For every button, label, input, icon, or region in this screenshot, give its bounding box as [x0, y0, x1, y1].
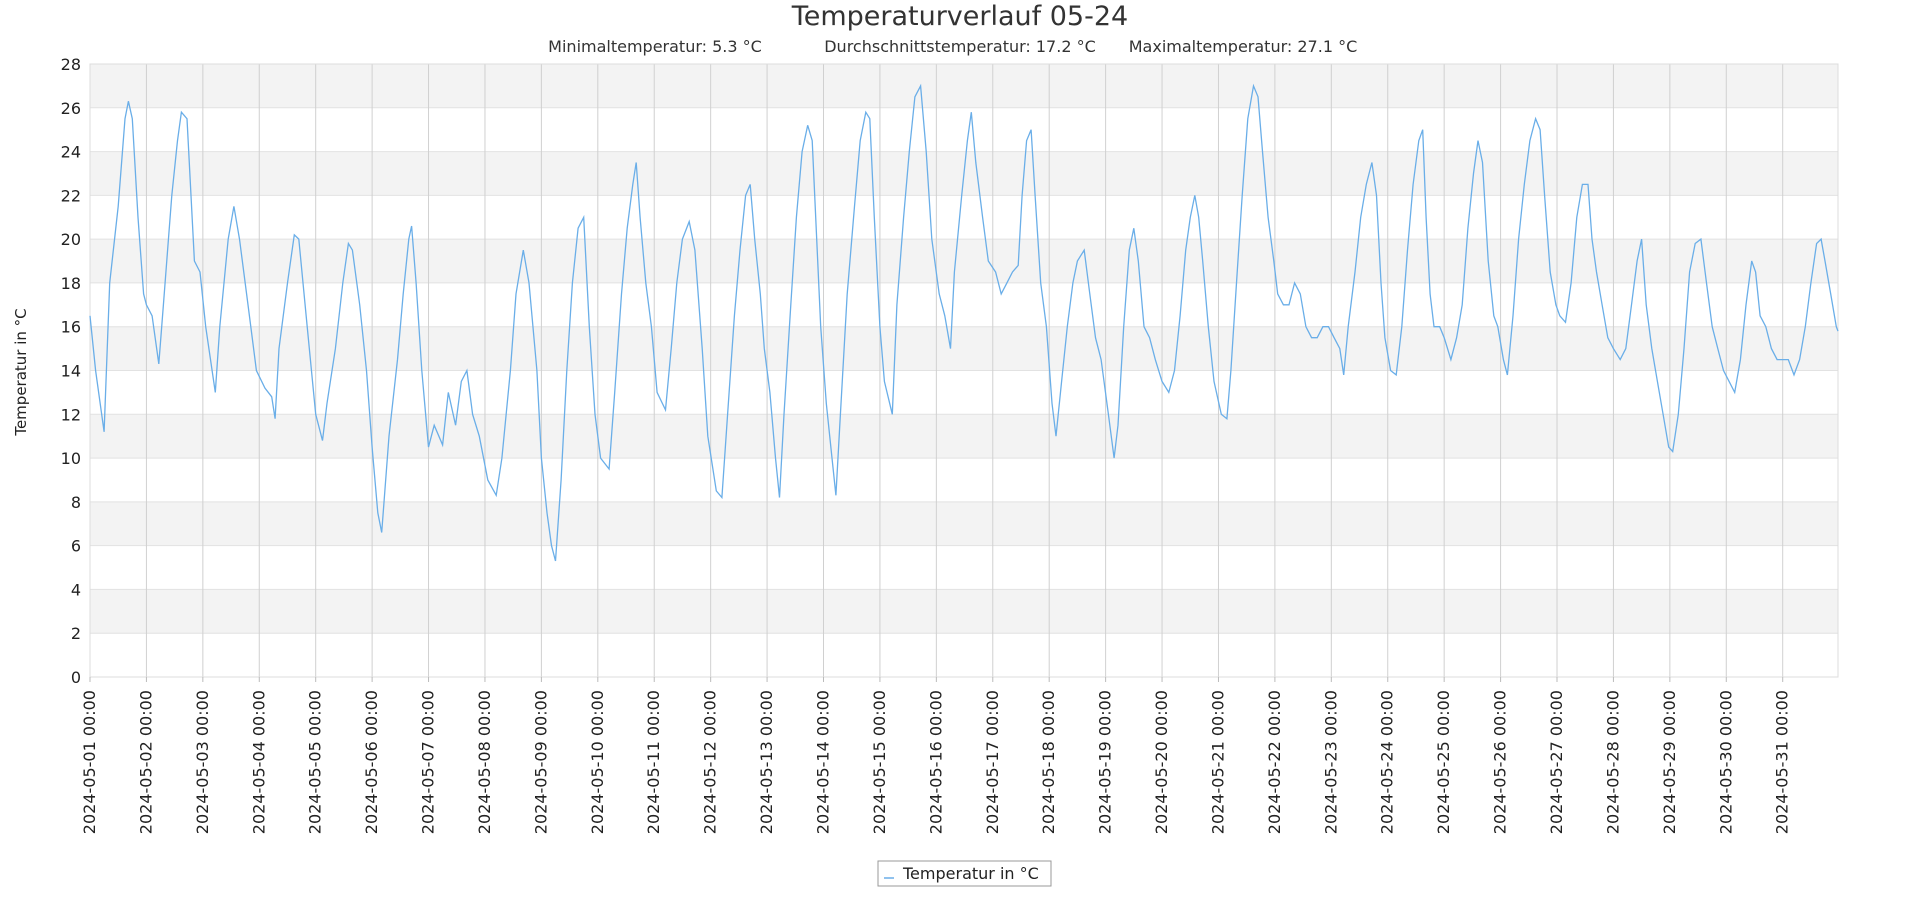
x-tick-label: 2024-05-05 00:00 — [306, 690, 325, 834]
x-tick-label: 2024-05-26 00:00 — [1491, 690, 1510, 834]
plot-band — [90, 64, 1838, 108]
x-tick-label: 2024-05-01 00:00 — [80, 690, 99, 834]
y-tick-label: 12 — [61, 405, 81, 424]
x-tick-label: 2024-05-07 00:00 — [419, 690, 438, 834]
x-tick-label: 2024-05-29 00:00 — [1660, 690, 1679, 834]
legend[interactable]: Temperatur in °C — [877, 860, 1052, 887]
x-tick-label: 2024-05-23 00:00 — [1321, 690, 1340, 834]
x-tick-label: 2024-05-21 00:00 — [1208, 690, 1227, 834]
chart-title: Temperaturverlauf 05-24 — [791, 1, 1128, 32]
x-tick-label: 2024-05-27 00:00 — [1547, 690, 1566, 834]
series-line-temperature — [89, 83, 1839, 562]
plot-band — [90, 589, 1838, 634]
y-tick-label: 20 — [61, 230, 81, 249]
y-tick-label: 0 — [71, 668, 81, 687]
plot-band — [90, 414, 1838, 459]
legend-box — [877, 860, 1052, 887]
x-tick-label: 2024-05-28 00:00 — [1603, 690, 1622, 834]
x-axis-ticks: 2024-05-01 00:00 2024-05-02 00:00 2024-05-… — [80, 677, 1792, 834]
x-tick-label: 2024-05-08 00:00 — [475, 690, 494, 834]
x-tick-label: 2024-05-06 00:00 — [362, 690, 381, 834]
x-tick-label: 2024-05-10 00:00 — [588, 690, 607, 834]
x-tick-label: 2024-05-04 00:00 — [249, 690, 268, 834]
y-tick-label: 8 — [71, 493, 81, 512]
y-tick-label: 6 — [71, 537, 81, 556]
y-tick-label: 24 — [61, 143, 81, 162]
y-tick-label: 4 — [71, 580, 81, 599]
y-tick-label: 16 — [61, 318, 81, 337]
y-tick-label: 22 — [61, 186, 81, 205]
x-tick-label: 2024-05-17 00:00 — [983, 690, 1002, 834]
x-tick-label: 2024-05-14 00:00 — [814, 690, 833, 834]
x-tick-label: 2024-05-09 00:00 — [531, 690, 550, 834]
chart-subtitle-max: Maximaltemperatur: 27.1 °C — [1129, 37, 1358, 56]
x-tick-label: 2024-05-25 00:00 — [1434, 690, 1453, 834]
x-tick-label: 2024-05-02 00:00 — [136, 690, 155, 834]
y-tick-label: 26 — [61, 99, 81, 118]
x-tick-label: 2024-05-24 00:00 — [1378, 690, 1397, 834]
y-tick-label: 28 — [61, 55, 81, 74]
chart-subtitle-avg: Durchschnittstemperatur: 17.2 °C — [824, 37, 1096, 56]
x-tick-label: 2024-05-19 00:00 — [1096, 690, 1115, 834]
x-tick-label: 2024-05-15 00:00 — [870, 690, 889, 834]
y-tick-label: 2 — [71, 624, 81, 643]
y-axis-label: Temperatur in °C — [12, 308, 30, 436]
x-tick-label: 2024-05-13 00:00 — [757, 690, 776, 834]
plot-band — [90, 326, 1838, 371]
x-tick-label: 2024-05-16 00:00 — [926, 690, 945, 834]
plot-band — [90, 239, 1838, 283]
x-tick-label: 2024-05-30 00:00 — [1716, 690, 1735, 834]
y-tick-label: 14 — [61, 362, 81, 381]
x-tick-label: 2024-05-20 00:00 — [1152, 690, 1171, 834]
x-tick-label: 2024-05-03 00:00 — [193, 690, 212, 834]
x-tick-label: 2024-05-11 00:00 — [644, 690, 663, 834]
plot-frame — [89, 63, 1839, 678]
plot-band — [90, 501, 1838, 546]
x-tick-label: 2024-05-12 00:00 — [701, 690, 720, 834]
plot-bands — [90, 64, 1838, 634]
x-tick-label: 2024-05-31 00:00 — [1773, 690, 1792, 834]
chart-subtitle-min: Minimaltemperatur: 5.3 °C — [548, 37, 762, 56]
y-tick-label: 10 — [61, 449, 81, 468]
y-tick-label: 18 — [61, 274, 81, 293]
x-tick-label: 2024-05-18 00:00 — [1039, 690, 1058, 834]
x-tick-label: 2024-05-22 00:00 — [1265, 690, 1284, 834]
legend-label: Temperatur in °C — [902, 864, 1039, 883]
